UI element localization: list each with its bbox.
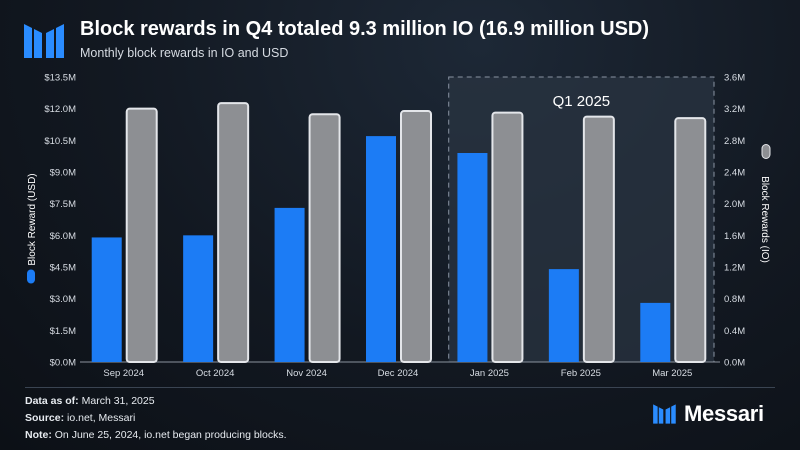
io-bar (674, 117, 707, 363)
x-axis-tick-label: Mar 2025 (652, 368, 692, 379)
io-bar (217, 102, 250, 363)
q1-highlight-box (448, 76, 715, 363)
io-bar (125, 107, 158, 363)
left-axis-tick-label: $7.5M (50, 199, 76, 210)
left-axis-tick-label: $6.0M (50, 231, 76, 242)
io-bar (582, 115, 615, 364)
brand-name: Messari (684, 401, 764, 426)
messari-brand-icon (653, 404, 676, 424)
x-axis-tick-label: Feb 2025 (561, 368, 601, 379)
usd-bar (548, 269, 579, 362)
x-axis-tick-label: Oct 2024 (196, 368, 235, 379)
usd-bar (274, 207, 305, 362)
left-axis-label: Block Reward (USD) (27, 173, 38, 265)
left-axis-tick-label: $3.0M (50, 294, 76, 305)
messari-brand: Messari (652, 401, 764, 427)
io-bar (308, 113, 341, 364)
footer-data-date: Data as of: March 31, 2025 (25, 395, 155, 407)
right-axis-tick-label: 3.6M (724, 73, 745, 84)
x-axis-tick-label: Jan 2025 (470, 368, 509, 379)
right-axis-tick-label: 2.8M (724, 136, 745, 147)
q1-highlight-label: Q1 2025 (553, 93, 611, 110)
left-axis-tick-label: $1.5M (50, 326, 76, 337)
x-axis-tick-label: Nov 2024 (286, 368, 327, 379)
messari-logo-icon (24, 24, 64, 58)
usd-bar (366, 136, 396, 362)
usd-legend-swatch (27, 269, 35, 284)
footer-note: Note: On June 25, 2024, io.net began pro… (25, 429, 287, 441)
right-axis-tick-label: 1.2M (724, 263, 745, 274)
usd-bar (183, 235, 214, 362)
right-axis-tick-label: 1.6M (724, 231, 745, 242)
right-axis-tick-label: 0.8M (724, 294, 745, 305)
left-axis-tick-label: $4.5M (50, 263, 76, 274)
footer-divider (25, 387, 775, 388)
left-axis-tick-label: $13.5M (44, 73, 76, 84)
right-axis-tick-label: 2.4M (724, 168, 745, 179)
usd-bar (640, 302, 671, 362)
left-axis-tick-label: $9.0M (50, 168, 76, 179)
left-axis-tick-label: $12.0M (44, 104, 76, 115)
left-axis-tick-label: $0.0M (50, 358, 76, 369)
x-axis-tick-label: Sep 2024 (103, 368, 144, 379)
right-axis-tick-label: 3.2M (724, 104, 745, 115)
footer-source: Source: io.net, Messari (25, 412, 136, 424)
left-axis-tick-label: $10.5M (44, 136, 76, 147)
io-legend-swatch (761, 144, 771, 159)
right-axis-label: Block Rewards (IO) (759, 176, 770, 263)
io-bar (400, 110, 432, 363)
x-axis-tick-label: Dec 2024 (378, 368, 419, 379)
io-bar (491, 111, 524, 363)
chart-title: Block rewards in Q4 totaled 9.3 million … (80, 18, 650, 40)
right-axis-tick-label: 0.0M (724, 358, 745, 369)
chart-subtitle: Monthly block rewards in IO and USD (80, 46, 289, 60)
usd-bar (457, 153, 488, 362)
right-axis-tick-label: 0.4M (724, 326, 745, 337)
right-axis-tick-label: 2.0M (724, 199, 745, 210)
usd-bar (91, 237, 122, 362)
bar-chart: Q1 2025 $0.0M $1.5M $3.0M $4.5M $6.0M $7.5M $9.… (27, 73, 771, 379)
